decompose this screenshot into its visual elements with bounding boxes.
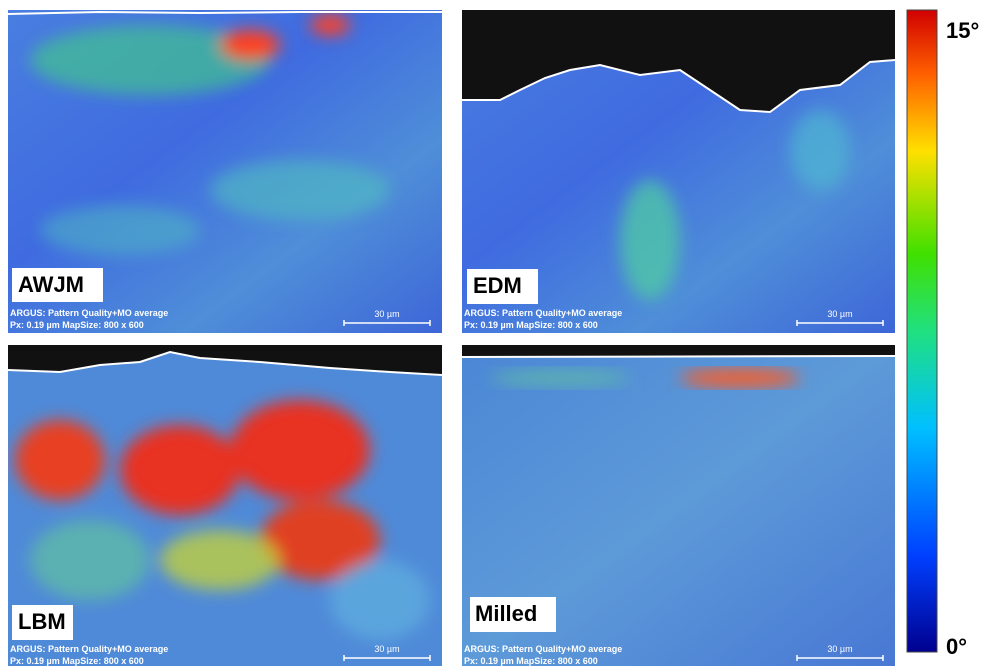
scale-label: 30 µm bbox=[374, 644, 399, 654]
scale-label: 30 µm bbox=[374, 309, 399, 319]
colorbar bbox=[907, 10, 937, 652]
panel-label: Milled bbox=[475, 601, 537, 626]
caption: ARGUS: Pattern Quality+MO average bbox=[10, 644, 168, 654]
caption: Px: 0.19 µm MapSize: 800 x 600 bbox=[464, 320, 598, 330]
panel-label: AWJM bbox=[18, 272, 84, 297]
caption: ARGUS: Pattern Quality+MO average bbox=[10, 308, 168, 318]
panel-lbm bbox=[8, 345, 442, 666]
caption: Px: 0.19 µm MapSize: 800 x 600 bbox=[10, 320, 144, 330]
scale-label: 30 µm bbox=[827, 644, 852, 654]
scale-label: 30 µm bbox=[827, 309, 852, 319]
caption: ARGUS: Pattern Quality+MO average bbox=[464, 308, 622, 318]
panel-label: LBM bbox=[18, 609, 66, 634]
caption: Px: 0.19 µm MapSize: 800 x 600 bbox=[464, 656, 598, 666]
surface-line bbox=[462, 356, 895, 357]
caption: ARGUS: Pattern Quality+MO average bbox=[464, 644, 622, 654]
figure: AWJM EDM LBM Milled ARGUS: Pattern Quali… bbox=[0, 0, 984, 666]
colorbar-max-label: 15° bbox=[946, 18, 979, 43]
panel-label: EDM bbox=[473, 273, 522, 298]
caption: Px: 0.19 µm MapSize: 800 x 600 bbox=[10, 656, 144, 666]
colorbar-min-label: 0° bbox=[946, 634, 967, 659]
